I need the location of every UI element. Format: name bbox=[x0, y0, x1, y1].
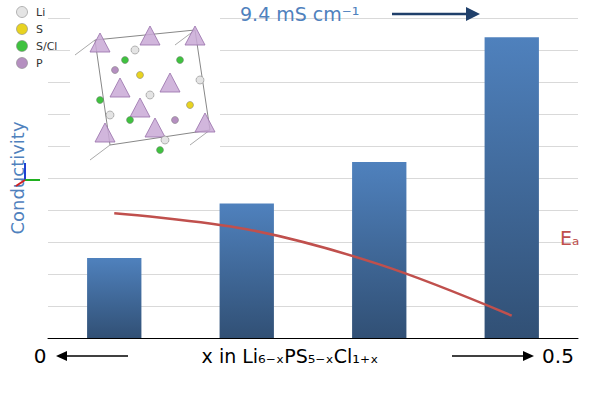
svg-text:Conductivity: Conductivity bbox=[7, 121, 28, 234]
svg-text:P: P bbox=[36, 57, 43, 70]
svg-text:x in Li₆₋ₓPS₅₋ₓCl₁₊ₓ: x in Li₆₋ₓPS₅₋ₓCl₁₊ₓ bbox=[202, 345, 379, 367]
svg-text:S/Cl: S/Cl bbox=[36, 40, 57, 53]
svg-text:Li: Li bbox=[36, 6, 45, 19]
svg-text:Eₐ: Eₐ bbox=[560, 227, 579, 249]
svg-text:S: S bbox=[36, 23, 43, 36]
svg-text:0.5: 0.5 bbox=[542, 344, 574, 368]
svg-text:9.4 mS cm⁻¹: 9.4 mS cm⁻¹ bbox=[240, 3, 359, 25]
svg-text:0: 0 bbox=[34, 344, 47, 368]
